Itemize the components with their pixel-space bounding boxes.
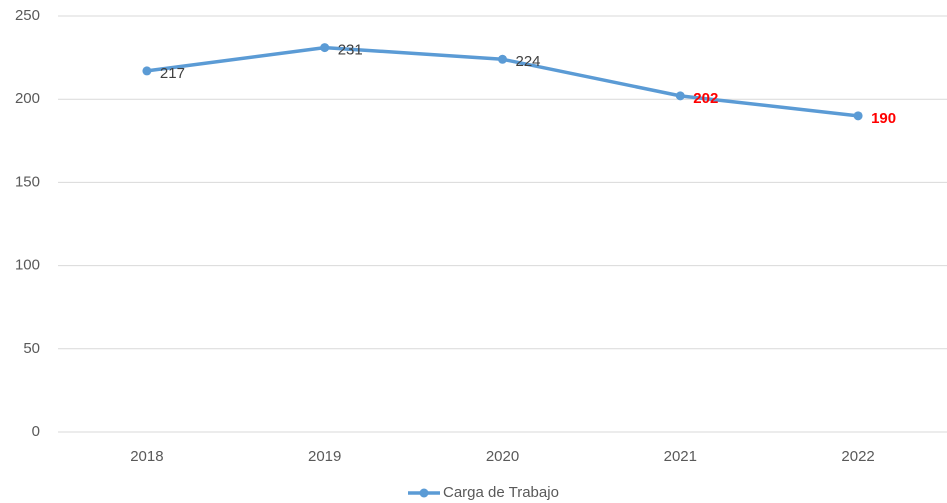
y-tick-label: 150 bbox=[15, 173, 40, 190]
y-tick-label: 250 bbox=[15, 7, 40, 24]
legend-label: Carga de Trabajo bbox=[443, 484, 559, 501]
x-tick-label: 2021 bbox=[664, 448, 697, 465]
y-tick-label: 100 bbox=[15, 257, 40, 274]
point bbox=[320, 43, 330, 53]
data-label: 231 bbox=[338, 42, 363, 59]
point bbox=[142, 66, 152, 76]
point bbox=[675, 91, 685, 101]
x-tick-label: 2020 bbox=[486, 448, 519, 465]
y-tick-label: 200 bbox=[15, 90, 40, 107]
point bbox=[498, 54, 507, 64]
data-label: 217 bbox=[160, 65, 185, 82]
x-tick-label: 2018 bbox=[130, 448, 163, 465]
data-label: 202 bbox=[693, 90, 718, 107]
y-tick-label: 50 bbox=[23, 340, 40, 357]
legend-marker bbox=[419, 488, 429, 498]
y-tick-label: 0 bbox=[32, 423, 40, 440]
data-label: 224 bbox=[516, 53, 541, 70]
point bbox=[853, 111, 863, 121]
x-tick-label: 2019 bbox=[308, 448, 341, 465]
data-label: 190 bbox=[871, 110, 896, 127]
x-tick-label: 2022 bbox=[841, 448, 874, 465]
